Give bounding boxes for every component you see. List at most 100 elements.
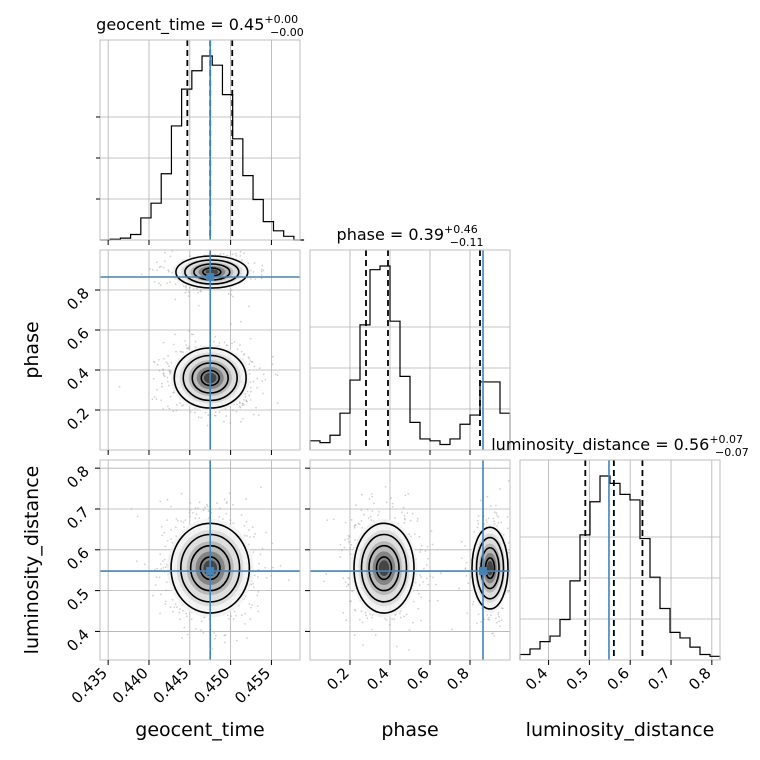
sample-point: [248, 543, 250, 546]
sample-point: [369, 613, 371, 616]
sample-point: [464, 567, 467, 569]
sample-point: [180, 492, 183, 495]
sample-point: [344, 521, 347, 524]
sample-point: [179, 608, 182, 610]
sample-point: [239, 255, 242, 257]
sample-point: [244, 612, 247, 615]
sample-point: [258, 562, 260, 565]
sample-point: [233, 610, 236, 613]
sample-point: [418, 592, 420, 595]
sample-point: [256, 594, 259, 597]
sample-point: [160, 593, 162, 596]
title-text: phase = 0.39: [337, 225, 444, 244]
sample-point: [507, 480, 510, 482]
sample-point: [165, 589, 168, 592]
sample-point: [248, 363, 251, 366]
sample-point: [243, 353, 246, 355]
sample-point: [163, 375, 166, 378]
sample-point: [225, 502, 228, 505]
axes-frame: [99, 39, 301, 241]
sample-point: [181, 405, 183, 407]
sample-point: [232, 617, 235, 620]
sample-point: [245, 400, 248, 402]
sample-point: [486, 495, 489, 498]
density-contour: [175, 255, 249, 289]
sample-point: [245, 498, 247, 500]
sample-point: [341, 549, 343, 552]
sample-point: [432, 576, 434, 579]
sample-point: [236, 403, 238, 406]
sample-point: [260, 270, 263, 273]
sample-point: [162, 560, 164, 562]
sample-point: [232, 503, 235, 506]
sample-point: [366, 617, 369, 620]
sample-point: [163, 531, 166, 534]
sample-point: [164, 251, 166, 254]
sample-point: [491, 632, 493, 635]
sample-point: [207, 510, 210, 512]
sample-point: [186, 347, 189, 350]
sample-point: [323, 580, 325, 583]
sample-point: [229, 422, 232, 425]
sample-point: [366, 508, 369, 511]
sample-point: [187, 291, 190, 293]
sample-point: [202, 631, 205, 634]
sample-point: [423, 567, 425, 570]
sample-point: [407, 493, 410, 495]
sample-point: [353, 527, 356, 529]
sample-point: [345, 619, 348, 622]
sample-point: [257, 610, 260, 613]
sample-point: [189, 502, 192, 504]
sample-point: [354, 538, 356, 541]
sample-point: [162, 266, 165, 269]
sample-point: [204, 411, 207, 414]
sample-point: [167, 405, 169, 408]
sample-point: [485, 519, 488, 521]
sample-point: [357, 522, 360, 525]
sample-point: [164, 260, 166, 263]
sample-point: [501, 607, 504, 610]
sample-point: [167, 269, 170, 272]
sample-point: [487, 517, 490, 520]
sample-point: [214, 634, 217, 637]
sample-point: [420, 619, 422, 622]
sample-point: [148, 268, 151, 270]
sample-point: [248, 394, 251, 397]
sample-point: [156, 567, 158, 570]
sample-point: [194, 411, 196, 414]
sample-point: [418, 584, 421, 587]
sample-point: [262, 269, 265, 272]
histogram-step: [309, 265, 511, 450]
sample-point: [391, 618, 394, 620]
sample-point: [182, 521, 185, 524]
sample-point: [360, 509, 363, 511]
sample-point: [425, 564, 428, 566]
sample-point: [257, 576, 259, 578]
sample-point: [168, 365, 170, 367]
sample-point: [181, 637, 184, 639]
sample-point: [486, 614, 489, 616]
truth-marker: [206, 567, 215, 576]
sample-point: [175, 535, 178, 537]
sample-point: [253, 574, 256, 577]
sample-point: [246, 637, 248, 639]
panel-title: phase = 0.39+0.46 −0.11: [337, 223, 484, 249]
sample-point: [353, 525, 356, 528]
axes-frame: [99, 459, 301, 661]
sample-point: [276, 374, 279, 377]
sample-point: [211, 648, 214, 650]
sample-point: [197, 304, 200, 307]
sample-point: [371, 495, 374, 498]
sample-point: [199, 289, 202, 292]
sample-point: [155, 576, 158, 578]
sample-point: [184, 291, 187, 294]
sample-point: [259, 553, 262, 556]
sample-point: [160, 526, 163, 528]
x-axis-label: geocent_time: [135, 719, 264, 741]
sample-point: [229, 323, 232, 325]
sample-point: [413, 533, 416, 535]
sample-point: [245, 400, 248, 403]
sample-point: [451, 628, 453, 631]
sample-point: [189, 286, 191, 289]
sample-point: [234, 252, 237, 255]
